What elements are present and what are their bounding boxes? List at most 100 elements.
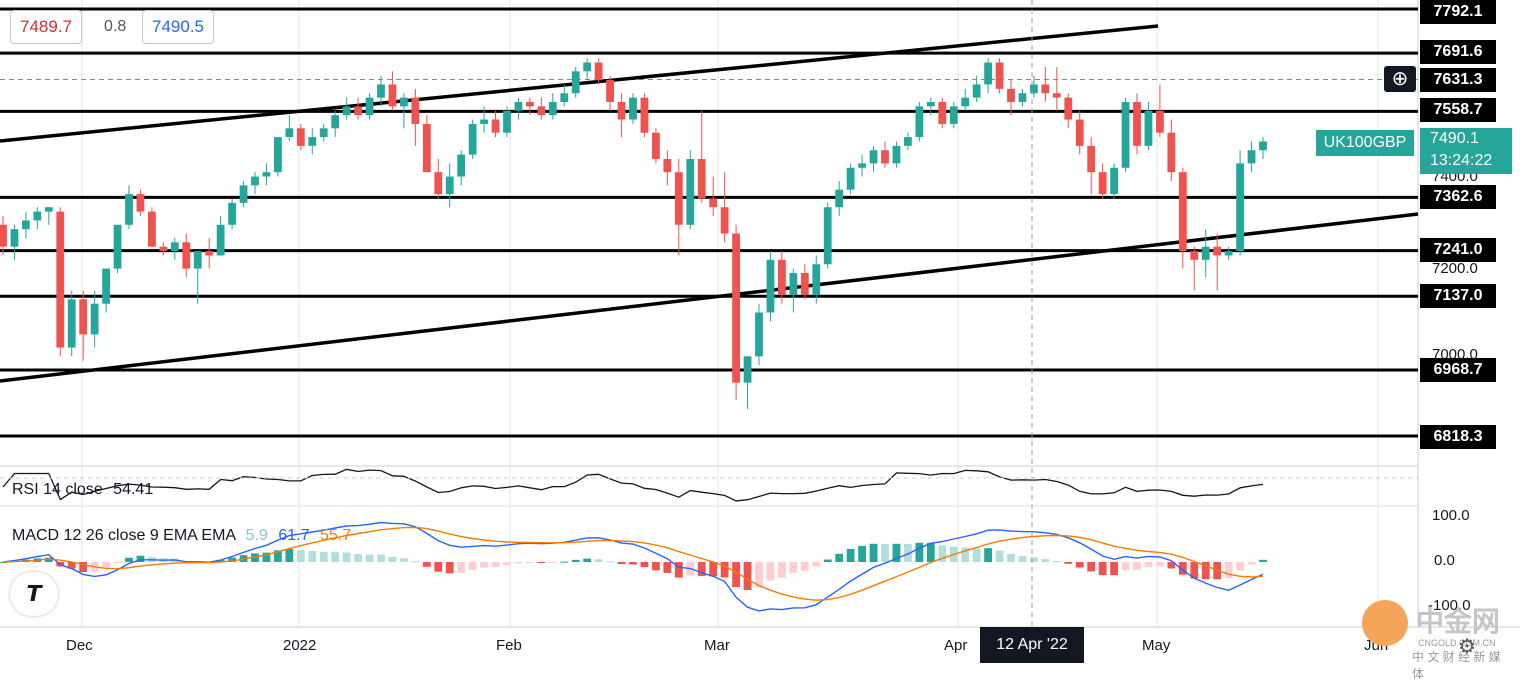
macd-histogram-bar	[125, 557, 133, 562]
macd-histogram-bar	[606, 561, 614, 563]
price-scale-tick: 7000.0	[1432, 346, 1478, 363]
macd-histogram-bar	[1247, 562, 1256, 565]
candle-body	[571, 71, 580, 94]
candle-body	[79, 299, 88, 335]
candle-body	[1087, 145, 1096, 173]
candle-body	[1110, 167, 1118, 195]
macd-histogram-bar	[617, 562, 626, 565]
macd-histogram-bar	[1156, 562, 1164, 567]
candle-body	[319, 128, 328, 138]
macd-histogram-bar	[1018, 555, 1027, 562]
macd-histogram-bar	[663, 562, 672, 573]
candle-body	[331, 115, 340, 129]
candle-body	[251, 176, 259, 186]
macd-histogram-bar	[926, 542, 935, 562]
candle-body	[170, 242, 179, 252]
macd-histogram-bar	[216, 559, 225, 562]
candle-body	[1133, 102, 1141, 146]
macd-histogram-bar	[995, 550, 1004, 562]
symbol-name: UK100GBP	[1316, 130, 1414, 156]
candle-body	[365, 97, 374, 116]
bid-price-box[interactable]: 7489.7	[10, 10, 82, 44]
candle-body	[1259, 141, 1267, 151]
level-label: 7362.6	[1420, 185, 1496, 209]
tradingview-logo-icon[interactable]: 𝙏	[10, 572, 58, 616]
candle-body	[537, 106, 546, 116]
macd-histogram-bar	[1007, 553, 1015, 562]
macd-histogram-bar	[342, 552, 351, 562]
macd-histogram-bar	[411, 561, 420, 563]
candle-body	[594, 62, 603, 81]
candle-body	[743, 356, 752, 383]
macd-histogram-bar	[1178, 562, 1187, 575]
macd-histogram-bar	[915, 542, 924, 562]
candle-body	[422, 123, 431, 173]
macd-scale-tick: 100.0	[1432, 507, 1470, 524]
candle-body	[491, 119, 500, 133]
candle-body	[526, 102, 534, 107]
candle-body	[90, 303, 99, 335]
candle-body	[434, 172, 443, 195]
macd-histogram-bar	[1121, 562, 1130, 571]
macd-histogram-bar	[285, 549, 294, 562]
candle-body	[972, 84, 981, 98]
macd-line	[2, 521, 1264, 612]
candle-body	[1156, 110, 1164, 133]
price-scale-tick: 7200.0	[1432, 260, 1478, 277]
macd-histogram-bar	[274, 550, 282, 562]
candle-body	[514, 102, 523, 111]
candle-body	[938, 102, 947, 124]
candle-body	[457, 154, 466, 177]
candle-body	[1190, 251, 1199, 260]
candle-body	[766, 259, 775, 313]
macd-histogram-bar	[1224, 562, 1233, 579]
watermark-logo-icon	[1362, 600, 1408, 646]
macd-histogram-bar	[1030, 557, 1038, 562]
macd-histogram-bar	[434, 562, 443, 572]
candle-body	[652, 132, 660, 160]
macd-histogram-bar	[583, 558, 592, 562]
candle-body	[1064, 97, 1073, 120]
candle-body	[10, 229, 19, 247]
macd-histogram-bar	[652, 562, 660, 571]
candle-body	[296, 128, 305, 146]
candle-body	[548, 102, 557, 116]
macd-histogram-bar	[766, 562, 775, 581]
macd-histogram-bar	[1087, 562, 1096, 572]
candle-body	[400, 97, 408, 107]
candle-body	[193, 251, 202, 269]
macd-histogram-bar	[892, 543, 901, 562]
candle-body	[468, 123, 477, 155]
macd-histogram-bar	[1236, 562, 1244, 571]
candle-body	[1247, 150, 1256, 164]
candle-body	[33, 211, 42, 221]
candle-body	[755, 312, 763, 357]
candle-body	[113, 224, 122, 269]
macd-histogram-bar	[526, 562, 534, 563]
candle-body	[274, 137, 282, 173]
level-label: 7241.0	[1420, 238, 1496, 262]
macd-histogram-bar	[1052, 560, 1061, 562]
rsi-label: RSI 14 close	[12, 481, 103, 498]
add-crosshair-icon[interactable]: ⊕	[1384, 66, 1416, 92]
macd-histogram-bar	[468, 562, 477, 570]
candle-body	[869, 150, 878, 164]
macd-histogram-bar	[904, 543, 912, 562]
macd-histogram-bar	[858, 545, 866, 562]
macd-histogram-bar	[823, 559, 832, 562]
candle-body	[663, 159, 672, 173]
watermark: 中金网 CNGOLD.COM.CN 中 文 财 经 新 媒 体	[1362, 600, 1512, 681]
macd-histogram-bar	[560, 561, 569, 563]
ask-price-box[interactable]: 7490.5	[142, 10, 214, 44]
candle-body	[1144, 110, 1153, 146]
candle-body	[56, 211, 65, 348]
candle-body	[697, 159, 706, 199]
candle-body	[22, 220, 30, 230]
candle-body	[583, 62, 592, 72]
macd-histogram-bar	[319, 551, 328, 562]
candle-body	[800, 273, 809, 295]
candle-body	[949, 106, 958, 124]
settings-gear-icon[interactable]: ⚙	[1458, 636, 1476, 658]
macd-signal-value: 55.7	[319, 527, 352, 544]
